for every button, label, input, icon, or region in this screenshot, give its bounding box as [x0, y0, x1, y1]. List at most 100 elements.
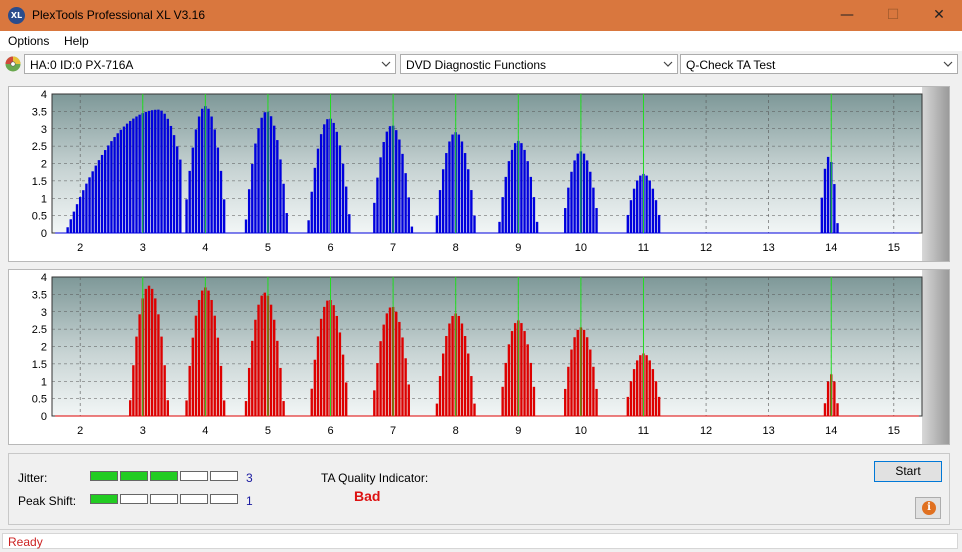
- function-select[interactable]: DVD Diagnostic Functions: [400, 54, 678, 74]
- data-bar: [110, 141, 113, 233]
- data-bar: [467, 169, 470, 233]
- data-bar: [344, 382, 348, 416]
- data-bar: [104, 150, 107, 233]
- data-bar: [188, 170, 191, 233]
- maximize-button[interactable]: ☐: [886, 7, 900, 23]
- data-bar: [157, 109, 160, 233]
- data-bar: [100, 154, 104, 233]
- data-bar: [172, 135, 176, 233]
- data-bar: [532, 386, 536, 416]
- x-tick-label: 11: [638, 425, 649, 437]
- data-bar: [460, 323, 464, 416]
- data-bar: [216, 147, 220, 233]
- close-button[interactable]: ✕: [933, 7, 945, 23]
- meter-segment: [150, 471, 178, 481]
- x-tick-label: 15: [888, 425, 900, 437]
- x-tick-label: 13: [763, 425, 775, 437]
- data-bar: [648, 180, 651, 233]
- data-bar: [194, 315, 198, 416]
- data-bar: [78, 197, 82, 233]
- data-bar: [197, 116, 201, 233]
- data-bar: [344, 186, 348, 233]
- start-button[interactable]: Start: [874, 461, 942, 482]
- chevron-down-icon: [381, 61, 391, 67]
- data-bar: [219, 170, 223, 233]
- data-bar: [836, 403, 839, 416]
- data-bar: [326, 119, 329, 233]
- data-bar: [441, 169, 445, 233]
- data-bar: [626, 396, 630, 416]
- data-bar: [157, 314, 160, 416]
- x-tick-label: 12: [700, 242, 712, 254]
- data-bar: [457, 315, 461, 416]
- menu-help[interactable]: Help: [64, 34, 89, 48]
- data-bar: [147, 110, 151, 233]
- data-bar: [463, 336, 467, 416]
- data-bar: [823, 403, 827, 416]
- x-tick-label: 2: [77, 425, 83, 437]
- data-bar: [463, 153, 467, 233]
- data-bar: [473, 215, 476, 233]
- data-bar: [823, 168, 827, 233]
- data-bar: [254, 319, 257, 416]
- meter-segment: [210, 494, 238, 504]
- data-bar: [632, 369, 636, 416]
- menu-options[interactable]: Options: [8, 34, 50, 48]
- results-panel: [8, 453, 950, 525]
- data-bar: [222, 400, 226, 416]
- window-title: PlexTools Professional XL V3.16: [32, 8, 205, 22]
- data-bar: [129, 120, 132, 233]
- data-bar: [166, 400, 169, 416]
- data-bar: [636, 360, 639, 416]
- data-bar: [244, 219, 248, 233]
- info-icon: i: [922, 501, 936, 515]
- data-bar: [526, 161, 529, 233]
- data-bar: [523, 149, 526, 233]
- test-select[interactable]: Q-Check TA Test: [680, 54, 958, 74]
- data-bar: [585, 160, 589, 233]
- data-bar: [507, 161, 511, 233]
- data-bar: [125, 123, 129, 233]
- data-bar: [213, 315, 216, 416]
- data-bar: [207, 290, 210, 416]
- data-bar: [138, 314, 141, 416]
- data-bar: [201, 108, 204, 233]
- data-bar: [150, 110, 154, 233]
- data-bar: [348, 214, 351, 233]
- data-bar: [338, 145, 342, 233]
- data-bar: [323, 124, 326, 233]
- drive-select[interactable]: HA:0 ID:0 PX-716A: [24, 54, 396, 74]
- data-bar: [319, 134, 323, 233]
- data-bar: [457, 134, 461, 233]
- data-bar: [507, 344, 511, 416]
- minimize-button[interactable]: —: [840, 7, 854, 23]
- data-bar: [510, 331, 514, 416]
- data-bar: [567, 187, 570, 233]
- data-bar: [319, 318, 323, 416]
- x-tick-label: 7: [390, 425, 396, 437]
- data-bar: [132, 118, 135, 233]
- data-bar: [207, 108, 210, 233]
- data-bar: [160, 336, 163, 416]
- meter-segment: [90, 471, 118, 481]
- x-tick-label: 11: [638, 242, 649, 254]
- data-bar: [448, 323, 451, 416]
- chevron-down-icon: [943, 61, 953, 67]
- info-button[interactable]: i: [915, 497, 941, 519]
- data-bar: [69, 219, 72, 233]
- data-bar: [470, 376, 473, 416]
- data-bar: [570, 349, 573, 416]
- data-bar: [657, 214, 661, 233]
- data-bar: [513, 323, 517, 416]
- data-bar: [188, 365, 191, 416]
- data-bar: [335, 131, 338, 233]
- data-bar: [373, 390, 376, 416]
- data-bar: [72, 211, 76, 233]
- data-bar: [385, 313, 389, 416]
- app-icon: XL: [8, 7, 25, 24]
- data-bar: [251, 340, 254, 416]
- y-tick-label: 2.5: [32, 141, 47, 153]
- y-tick-label: 3.5: [32, 289, 47, 301]
- menu-bar: Options Help: [0, 31, 962, 51]
- meter-segment: [120, 494, 148, 504]
